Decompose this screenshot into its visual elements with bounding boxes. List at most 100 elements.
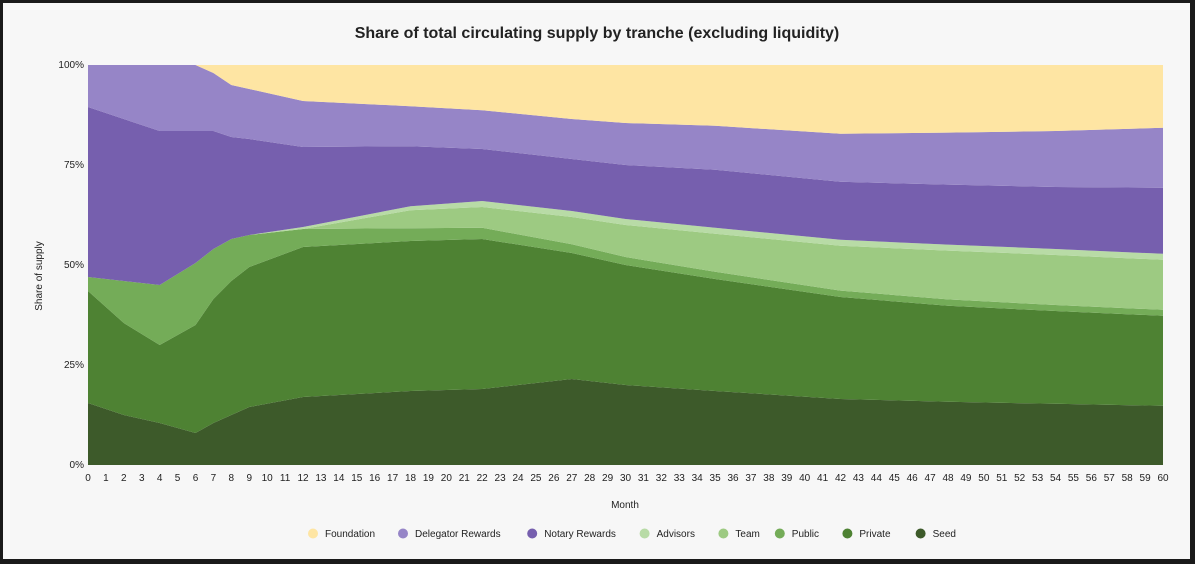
x-tick-label: 27	[566, 473, 578, 484]
x-tick-label: 30	[620, 473, 632, 484]
x-tick-label: 46	[907, 473, 919, 484]
x-axis-label: Month	[611, 500, 639, 511]
x-tick-label: 2	[121, 473, 127, 484]
x-tick-label: 36	[727, 473, 739, 484]
x-tick-label: 3	[139, 473, 145, 484]
x-tick-label: 23	[495, 473, 507, 484]
area-seed	[88, 379, 1163, 465]
chart-frame: Share of total circulating supply by tra…	[3, 3, 1190, 559]
x-tick-label: 52	[1014, 473, 1026, 484]
x-tick-label: 47	[925, 473, 937, 484]
x-tick-label: 19	[423, 473, 435, 484]
legend-label: Seed	[933, 529, 956, 540]
x-tick-label: 33	[674, 473, 686, 484]
x-tick-label: 7	[211, 473, 217, 484]
area-layers	[88, 65, 1163, 465]
area-notary-rewards	[88, 107, 1163, 285]
x-tick-label: 26	[548, 473, 560, 484]
legend-swatch	[915, 528, 926, 539]
x-tick-label: 31	[638, 473, 650, 484]
legend-swatch	[398, 528, 408, 539]
legend-item-seed[interactable]: Seed	[915, 528, 956, 541]
legend-label: Notary Rewards	[544, 529, 616, 540]
legend-label: Foundation	[325, 529, 375, 540]
x-tick-label: 6	[193, 473, 199, 484]
x-tick-label: 58	[1122, 473, 1134, 484]
x-tick-label: 48	[942, 473, 954, 484]
x-tick-label: 40	[799, 473, 811, 484]
x-tick-label: 15	[351, 473, 363, 484]
x-tick-label: 41	[817, 473, 829, 484]
x-tick-label: 22	[477, 473, 489, 484]
y-tick-label: 0%	[70, 460, 85, 471]
x-tick-label: 14	[333, 473, 345, 484]
x-tick-label: 32	[656, 473, 668, 484]
y-tick-label: 75%	[64, 160, 84, 171]
y-tick-label: 100%	[58, 60, 84, 71]
x-tick-label: 44	[871, 473, 883, 484]
legend-item-private[interactable]: Private	[842, 528, 891, 541]
x-tick-label: 24	[512, 473, 524, 484]
x-tick-label: 38	[763, 473, 775, 484]
legend-item-notary-rewards[interactable]: Notary Rewards	[527, 528, 616, 541]
stacked-area-chart: Share of total circulating supply by tra…	[34, 25, 1169, 541]
x-tick-label: 13	[315, 473, 327, 484]
x-tick-label: 59	[1140, 473, 1152, 484]
x-tick-label: 16	[369, 473, 381, 484]
x-tick-label: 0	[85, 473, 91, 484]
x-tick-label: 17	[387, 473, 399, 484]
x-tick-label: 60	[1157, 473, 1169, 484]
x-tick-label: 5	[175, 473, 181, 484]
x-tick-label: 49	[960, 473, 972, 484]
y-axis-label: Share of supply	[34, 241, 45, 311]
x-tick-label: 25	[530, 473, 542, 484]
area-foundation	[88, 65, 1163, 134]
legend-item-delegator-rewards[interactable]: Delegator Rewards	[398, 528, 501, 541]
legend-item-advisors[interactable]: Advisors	[639, 528, 695, 541]
x-tick-label: 43	[853, 473, 865, 484]
legend-label: Private	[859, 529, 891, 540]
x-tick-label: 34	[692, 473, 704, 484]
area-team	[88, 207, 1163, 310]
x-tick-label: 57	[1104, 473, 1116, 484]
legend-item-public[interactable]: Public	[774, 528, 819, 541]
legend-label: Public	[792, 529, 819, 540]
x-tick-label: 53	[1032, 473, 1044, 484]
legend-swatch	[527, 528, 538, 539]
x-axis-ticks: 0 1 2 3 4 5 6 7 8 9 10 11 12 13 14 15 16 17 18 19 20 21 22 23 24…	[85, 473, 1169, 484]
x-tick-label: 28	[584, 473, 596, 484]
legend-item-foundation[interactable]: Foundation	[308, 528, 375, 541]
x-tick-label: 8	[229, 473, 235, 484]
x-tick-label: 50	[978, 473, 990, 484]
x-tick-label: 21	[459, 473, 471, 484]
legend-label: Advisors	[657, 529, 695, 540]
legend-label: Team	[735, 529, 759, 540]
x-tick-label: 35	[710, 473, 722, 484]
x-tick-label: 54	[1050, 473, 1062, 484]
legend-swatch	[639, 528, 650, 539]
area-private	[88, 239, 1163, 433]
legend-swatch	[774, 528, 785, 539]
x-tick-label: 51	[996, 473, 1008, 484]
x-tick-label: 9	[246, 473, 252, 484]
x-tick-label: 12	[297, 473, 309, 484]
x-tick-label: 42	[835, 473, 847, 484]
x-tick-label: 29	[602, 473, 614, 484]
y-tick-label: 25%	[64, 360, 84, 371]
legend-label: Delegator Rewards	[415, 529, 501, 540]
legend-swatch	[842, 528, 853, 539]
area-delegator-rewards	[88, 65, 1163, 188]
legend-swatch	[718, 528, 729, 539]
x-tick-label: 37	[745, 473, 757, 484]
x-tick-label: 10	[262, 473, 274, 484]
x-tick-label: 1	[103, 473, 109, 484]
x-tick-label: 11	[280, 473, 291, 484]
legend-item-team[interactable]: Team	[718, 528, 760, 541]
x-tick-label: 4	[157, 473, 163, 484]
legend-swatch	[308, 528, 318, 539]
y-tick-label: 50%	[64, 260, 84, 271]
chart-title: Share of total circulating supply by tra…	[355, 25, 840, 42]
x-tick-label: 45	[889, 473, 901, 484]
legend: Foundation Delegator Rewards Notary Reward…	[308, 528, 956, 541]
x-tick-label: 18	[405, 473, 417, 484]
